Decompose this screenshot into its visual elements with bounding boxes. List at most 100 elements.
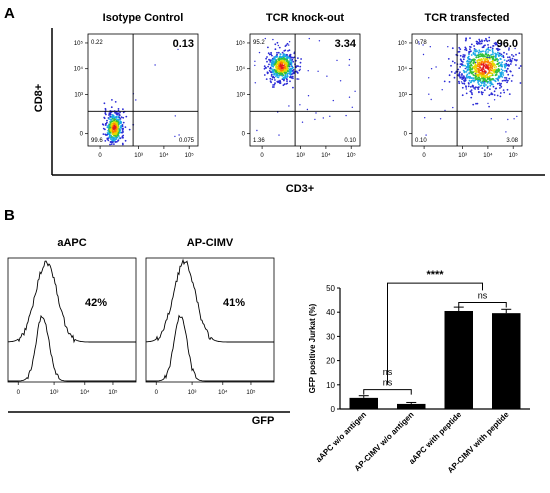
flow-dot (336, 59, 338, 62)
flow-dot (491, 62, 494, 65)
y-tick-label: 50 (326, 284, 335, 293)
flow-dot (483, 70, 486, 73)
flow-dot (489, 49, 491, 52)
flow-dot (306, 108, 309, 111)
flow-dot (464, 78, 467, 80)
flow-dot (495, 48, 498, 50)
flow-dot (451, 47, 454, 50)
flow-dot (496, 63, 499, 65)
flow-plot-frame (87, 33, 199, 147)
flow-dot (110, 130, 113, 133)
histogram-curve-control (146, 314, 274, 382)
flow-dot (465, 86, 467, 88)
y-tick-label: 0 (404, 132, 408, 138)
flow-dot (429, 46, 431, 48)
flow-dot (477, 71, 480, 74)
flow-dot (489, 80, 492, 83)
flow-dot (450, 64, 452, 67)
flow-dot (283, 50, 286, 52)
flow-dot (292, 72, 295, 75)
flow-dot (274, 82, 276, 85)
flow-dot (480, 91, 483, 93)
histogram-plots: aAPC 42% 0 10³ 10⁴ 10⁵ AP-CIMV 41% 0 10³ 10⁴ 10⁵ (7, 237, 275, 396)
flow-dot (465, 76, 468, 78)
flow-dots (418, 36, 522, 136)
flow-dot (104, 122, 107, 125)
flow-dot (288, 105, 290, 107)
flow-dot (493, 90, 496, 93)
quadrant-ul: 0.78 (415, 40, 427, 46)
flow-dot (117, 134, 119, 136)
flow-dot (461, 75, 463, 77)
flow-dot (473, 80, 475, 83)
flow-plot-title: Isotype Control (103, 12, 184, 24)
flow-dot (487, 67, 490, 70)
flow-dot (480, 61, 483, 64)
flow-dot (285, 44, 288, 46)
flow-dot (289, 75, 292, 78)
flow-dot (461, 78, 464, 81)
flow-dot (487, 102, 489, 105)
flow-dot (515, 53, 517, 56)
flow-dot (439, 118, 442, 120)
flow-dot (307, 70, 309, 72)
flow-dot (256, 129, 258, 132)
flow-dot (479, 43, 481, 45)
flow-dot (478, 91, 480, 94)
flow-dot (511, 57, 514, 60)
flow-plot-title: TCR knock-out (266, 12, 345, 24)
flow-dot (286, 82, 289, 85)
panel-a-letter: A (4, 5, 15, 22)
flow-dot (490, 82, 493, 85)
flow-dot (339, 80, 342, 82)
flow-dot (504, 76, 506, 79)
x-tick-label: 10⁴ (159, 152, 169, 159)
flow-dot (507, 73, 510, 76)
flow-dot (475, 56, 478, 59)
histogram-percent: 41% (223, 297, 245, 309)
flow-dot (263, 74, 266, 76)
flow-dot (285, 61, 288, 64)
flow-dot (299, 65, 302, 68)
flow-dot (492, 53, 494, 56)
flow-dot (301, 121, 304, 123)
flow-dot (482, 79, 485, 82)
flow-dot (479, 78, 481, 80)
flow-dot (488, 105, 490, 108)
flow-dot (287, 64, 290, 67)
flow-dot (471, 67, 474, 70)
flow-dot (486, 40, 489, 43)
quadrant-ll: 0.10 (415, 138, 427, 144)
flow-dot (122, 134, 125, 137)
flow-dot (120, 116, 123, 118)
flow-dot (271, 60, 274, 63)
flow-dot (118, 116, 121, 119)
flow-dot (475, 70, 477, 72)
flow-dot (468, 53, 470, 56)
flow-dot (284, 53, 286, 56)
flow-dot (470, 89, 473, 91)
quadrant-lr: 0.10 (344, 138, 356, 144)
flow-dot (498, 61, 501, 64)
flow-dot (488, 36, 491, 39)
flow-dot (332, 99, 334, 102)
flow-dot (460, 81, 463, 83)
flow-dot (479, 67, 482, 69)
histogram-percent: 42% (85, 297, 107, 309)
flow-dot (283, 65, 286, 68)
flow-dot (466, 73, 469, 76)
flow-dot (111, 120, 114, 123)
flow-dot (284, 75, 287, 78)
flow-dot (289, 80, 291, 83)
flow-dot (485, 63, 487, 66)
flow-dot (479, 85, 482, 87)
flow-dot (472, 60, 475, 62)
flow-dot (286, 75, 289, 78)
sig-bracket-low (363, 389, 412, 395)
flow-dot (496, 43, 498, 46)
flow-dot (465, 37, 467, 40)
flow-dot (448, 81, 451, 83)
flow-dot (281, 56, 284, 59)
flow-dot (113, 135, 115, 137)
flow-dot (475, 67, 477, 69)
